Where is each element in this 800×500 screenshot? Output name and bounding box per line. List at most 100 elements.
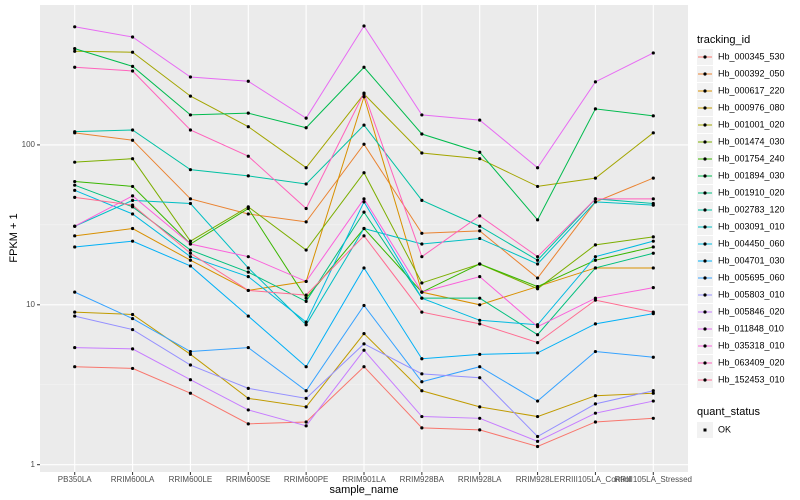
legend-label: Hb_000617_220 (718, 85, 785, 95)
data-point (73, 224, 77, 228)
data-point (593, 258, 598, 262)
data-point (535, 218, 540, 222)
data-point (420, 296, 424, 300)
data-point (651, 286, 655, 290)
legend-point (703, 310, 707, 314)
data-point (73, 290, 77, 294)
legend-label: Hb_004450_060 (718, 238, 785, 248)
data-point (130, 69, 135, 73)
data-point (304, 420, 308, 424)
data-point (651, 203, 655, 207)
data-point (478, 365, 482, 369)
data-point (535, 276, 540, 280)
data-point (651, 176, 655, 180)
data-point (651, 114, 655, 118)
data-point (478, 416, 482, 420)
data-point (593, 176, 598, 180)
data-point (130, 64, 135, 68)
data-point (188, 352, 193, 356)
data-point (535, 434, 540, 439)
legend-label: Hb_001754_240 (718, 153, 785, 163)
data-point (478, 303, 482, 307)
data-point (188, 75, 193, 79)
data-point (130, 239, 135, 243)
legend-point (703, 428, 707, 432)
data-point (188, 251, 193, 255)
legend-point (703, 174, 707, 178)
data-point (651, 131, 655, 135)
legend-label: Hb_063409_020 (718, 357, 785, 367)
data-point (188, 264, 193, 268)
data-point (651, 251, 655, 255)
data-point (478, 275, 482, 279)
data-point (73, 365, 77, 369)
data-point (73, 179, 77, 184)
data-point (188, 349, 193, 354)
data-point (651, 399, 655, 403)
legend-label: Hb_005803_010 (718, 289, 785, 299)
legend-point (703, 191, 707, 195)
data-point (73, 314, 77, 318)
data-point (130, 203, 135, 207)
data-point (73, 183, 77, 187)
data-point (362, 303, 366, 308)
legend-point (703, 140, 707, 144)
legend-label: Hb_035318_010 (718, 340, 785, 350)
data-point (535, 262, 540, 266)
data-point (478, 405, 482, 409)
legend-label: OK (718, 424, 731, 434)
data-point (478, 376, 482, 380)
data-point (420, 290, 424, 294)
data-point (362, 91, 366, 95)
data-point (188, 168, 193, 172)
legend-label: Hb_011848_010 (718, 323, 784, 333)
legend-point (703, 378, 707, 382)
data-point (420, 113, 424, 117)
data-point (593, 255, 598, 259)
legend-point (703, 123, 707, 127)
data-point (420, 255, 424, 259)
legend-title: quant_status (697, 406, 760, 418)
data-point (130, 184, 135, 189)
data-point (188, 239, 193, 243)
data-point (130, 35, 135, 39)
data-point (651, 355, 655, 359)
legend-point (703, 208, 707, 212)
data-point (478, 214, 482, 218)
data-point (593, 411, 598, 415)
legend-label: Hb_000345_530 (718, 51, 785, 61)
legend-label: Hb_000392_050 (718, 68, 785, 78)
data-point (478, 236, 482, 241)
data-point (420, 281, 424, 285)
x-tick-label: PB350LA (58, 475, 92, 484)
data-point (535, 439, 540, 443)
data-point (246, 408, 250, 412)
data-point (304, 206, 308, 211)
data-point (535, 414, 540, 419)
data-point (304, 220, 308, 224)
legend-label: Hb_001001_020 (718, 119, 785, 129)
x-tick-label: RRIII105LA_Control (560, 475, 632, 484)
data-point (651, 266, 655, 270)
data-point (478, 118, 482, 122)
data-point (73, 345, 77, 350)
data-point (535, 444, 540, 449)
data-point (535, 341, 540, 345)
data-point (478, 296, 482, 300)
data-point (420, 380, 424, 384)
data-point (362, 266, 366, 270)
data-point (362, 142, 366, 146)
x-tick-label: RRIM600PE (284, 475, 328, 484)
data-point (130, 212, 135, 216)
data-point (246, 345, 250, 350)
data-point (304, 320, 308, 324)
data-point (593, 394, 598, 398)
data-point (362, 24, 366, 28)
data-point (420, 372, 424, 376)
data-point (535, 351, 540, 355)
data-point (304, 166, 308, 170)
legend-point (703, 106, 707, 110)
y-tick-label: 1 (31, 460, 36, 469)
data-point (651, 239, 655, 243)
